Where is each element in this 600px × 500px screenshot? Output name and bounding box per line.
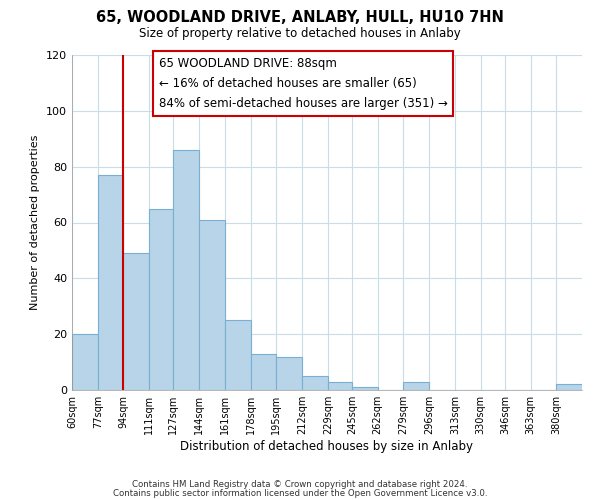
Text: Size of property relative to detached houses in Anlaby: Size of property relative to detached ho… (139, 28, 461, 40)
Text: 65 WOODLAND DRIVE: 88sqm
← 16% of detached houses are smaller (65)
84% of semi-d: 65 WOODLAND DRIVE: 88sqm ← 16% of detach… (158, 56, 448, 110)
Text: Contains public sector information licensed under the Open Government Licence v3: Contains public sector information licen… (113, 490, 487, 498)
Text: 65, WOODLAND DRIVE, ANLABY, HULL, HU10 7HN: 65, WOODLAND DRIVE, ANLABY, HULL, HU10 7… (96, 10, 504, 25)
Bar (173, 150, 199, 390)
Bar (302, 376, 328, 390)
Bar (403, 382, 429, 390)
Bar (98, 175, 124, 390)
Bar (225, 320, 251, 390)
Bar (251, 354, 277, 390)
Bar (199, 220, 225, 390)
X-axis label: Distribution of detached houses by size in Anlaby: Distribution of detached houses by size … (181, 440, 473, 453)
Bar (124, 253, 149, 390)
Text: Contains HM Land Registry data © Crown copyright and database right 2024.: Contains HM Land Registry data © Crown c… (132, 480, 468, 489)
Bar (352, 387, 377, 390)
Bar (149, 208, 173, 390)
Bar (556, 384, 582, 390)
Y-axis label: Number of detached properties: Number of detached properties (31, 135, 40, 310)
Bar (277, 356, 302, 390)
Bar (72, 334, 98, 390)
Bar (328, 382, 352, 390)
